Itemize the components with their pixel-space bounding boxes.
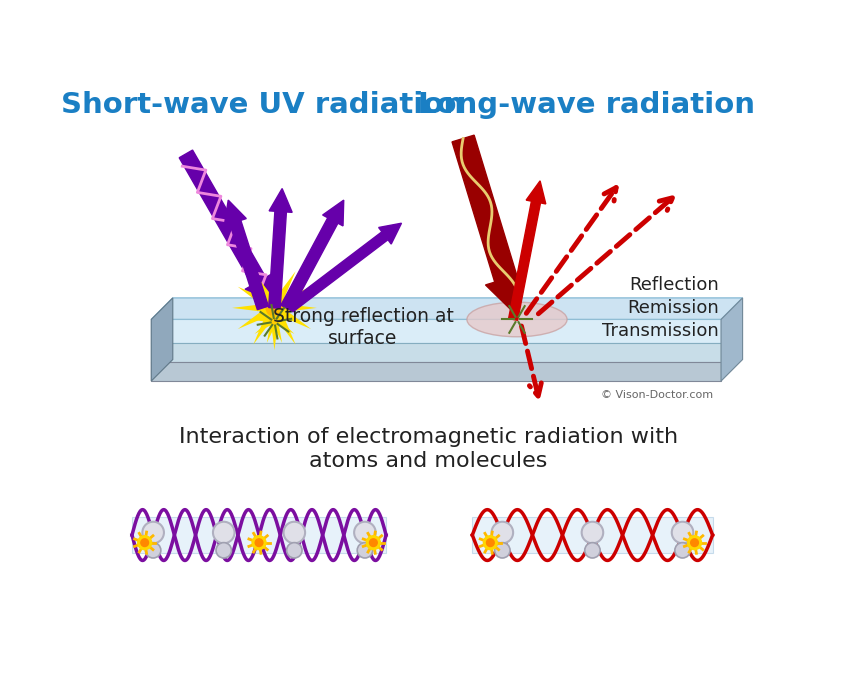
FancyArrow shape (508, 181, 545, 320)
Circle shape (690, 539, 698, 546)
Polygon shape (132, 518, 386, 553)
Text: Remission: Remission (626, 299, 718, 317)
Circle shape (674, 542, 689, 558)
Text: Strong reflection at
surface: Strong reflection at surface (272, 307, 453, 348)
Polygon shape (151, 362, 720, 381)
Circle shape (584, 542, 600, 558)
Text: Transmission: Transmission (601, 322, 718, 340)
Polygon shape (151, 343, 720, 362)
FancyArrow shape (269, 188, 292, 308)
Text: Short-wave UV radiation: Short-wave UV radiation (61, 92, 464, 119)
Circle shape (357, 542, 372, 558)
Text: Interaction of electromagnetic radiation with: Interaction of electromagnetic radiation… (178, 427, 677, 448)
Circle shape (491, 522, 513, 543)
Ellipse shape (467, 302, 566, 336)
Circle shape (483, 536, 496, 550)
Circle shape (216, 542, 231, 558)
Circle shape (581, 522, 602, 543)
Circle shape (283, 522, 305, 543)
Text: Reflection: Reflection (629, 276, 718, 294)
Circle shape (270, 315, 279, 324)
Circle shape (145, 542, 160, 558)
FancyArrow shape (287, 223, 401, 312)
Polygon shape (472, 518, 711, 553)
Polygon shape (232, 266, 316, 350)
Circle shape (266, 299, 282, 316)
Circle shape (212, 522, 235, 543)
Circle shape (494, 542, 509, 558)
FancyArrow shape (451, 135, 525, 316)
Polygon shape (720, 298, 742, 381)
Circle shape (255, 539, 263, 546)
Polygon shape (249, 296, 299, 343)
Polygon shape (151, 298, 742, 320)
Circle shape (141, 539, 148, 546)
Text: Long-wave radiation: Long-wave radiation (417, 92, 754, 119)
Circle shape (142, 522, 164, 543)
Circle shape (354, 522, 375, 543)
FancyArrow shape (179, 150, 274, 308)
Circle shape (366, 536, 380, 550)
Circle shape (369, 539, 377, 546)
Circle shape (687, 536, 700, 550)
Polygon shape (151, 320, 720, 343)
Circle shape (137, 536, 152, 550)
Text: atoms and molecules: atoms and molecules (309, 451, 547, 471)
FancyArrow shape (281, 200, 343, 311)
Circle shape (486, 539, 494, 546)
Text: © Vison-Doctor.com: © Vison-Doctor.com (601, 390, 712, 400)
FancyArrow shape (224, 200, 268, 310)
Circle shape (671, 522, 693, 543)
Circle shape (252, 536, 265, 550)
Circle shape (287, 542, 302, 558)
Polygon shape (151, 298, 172, 381)
